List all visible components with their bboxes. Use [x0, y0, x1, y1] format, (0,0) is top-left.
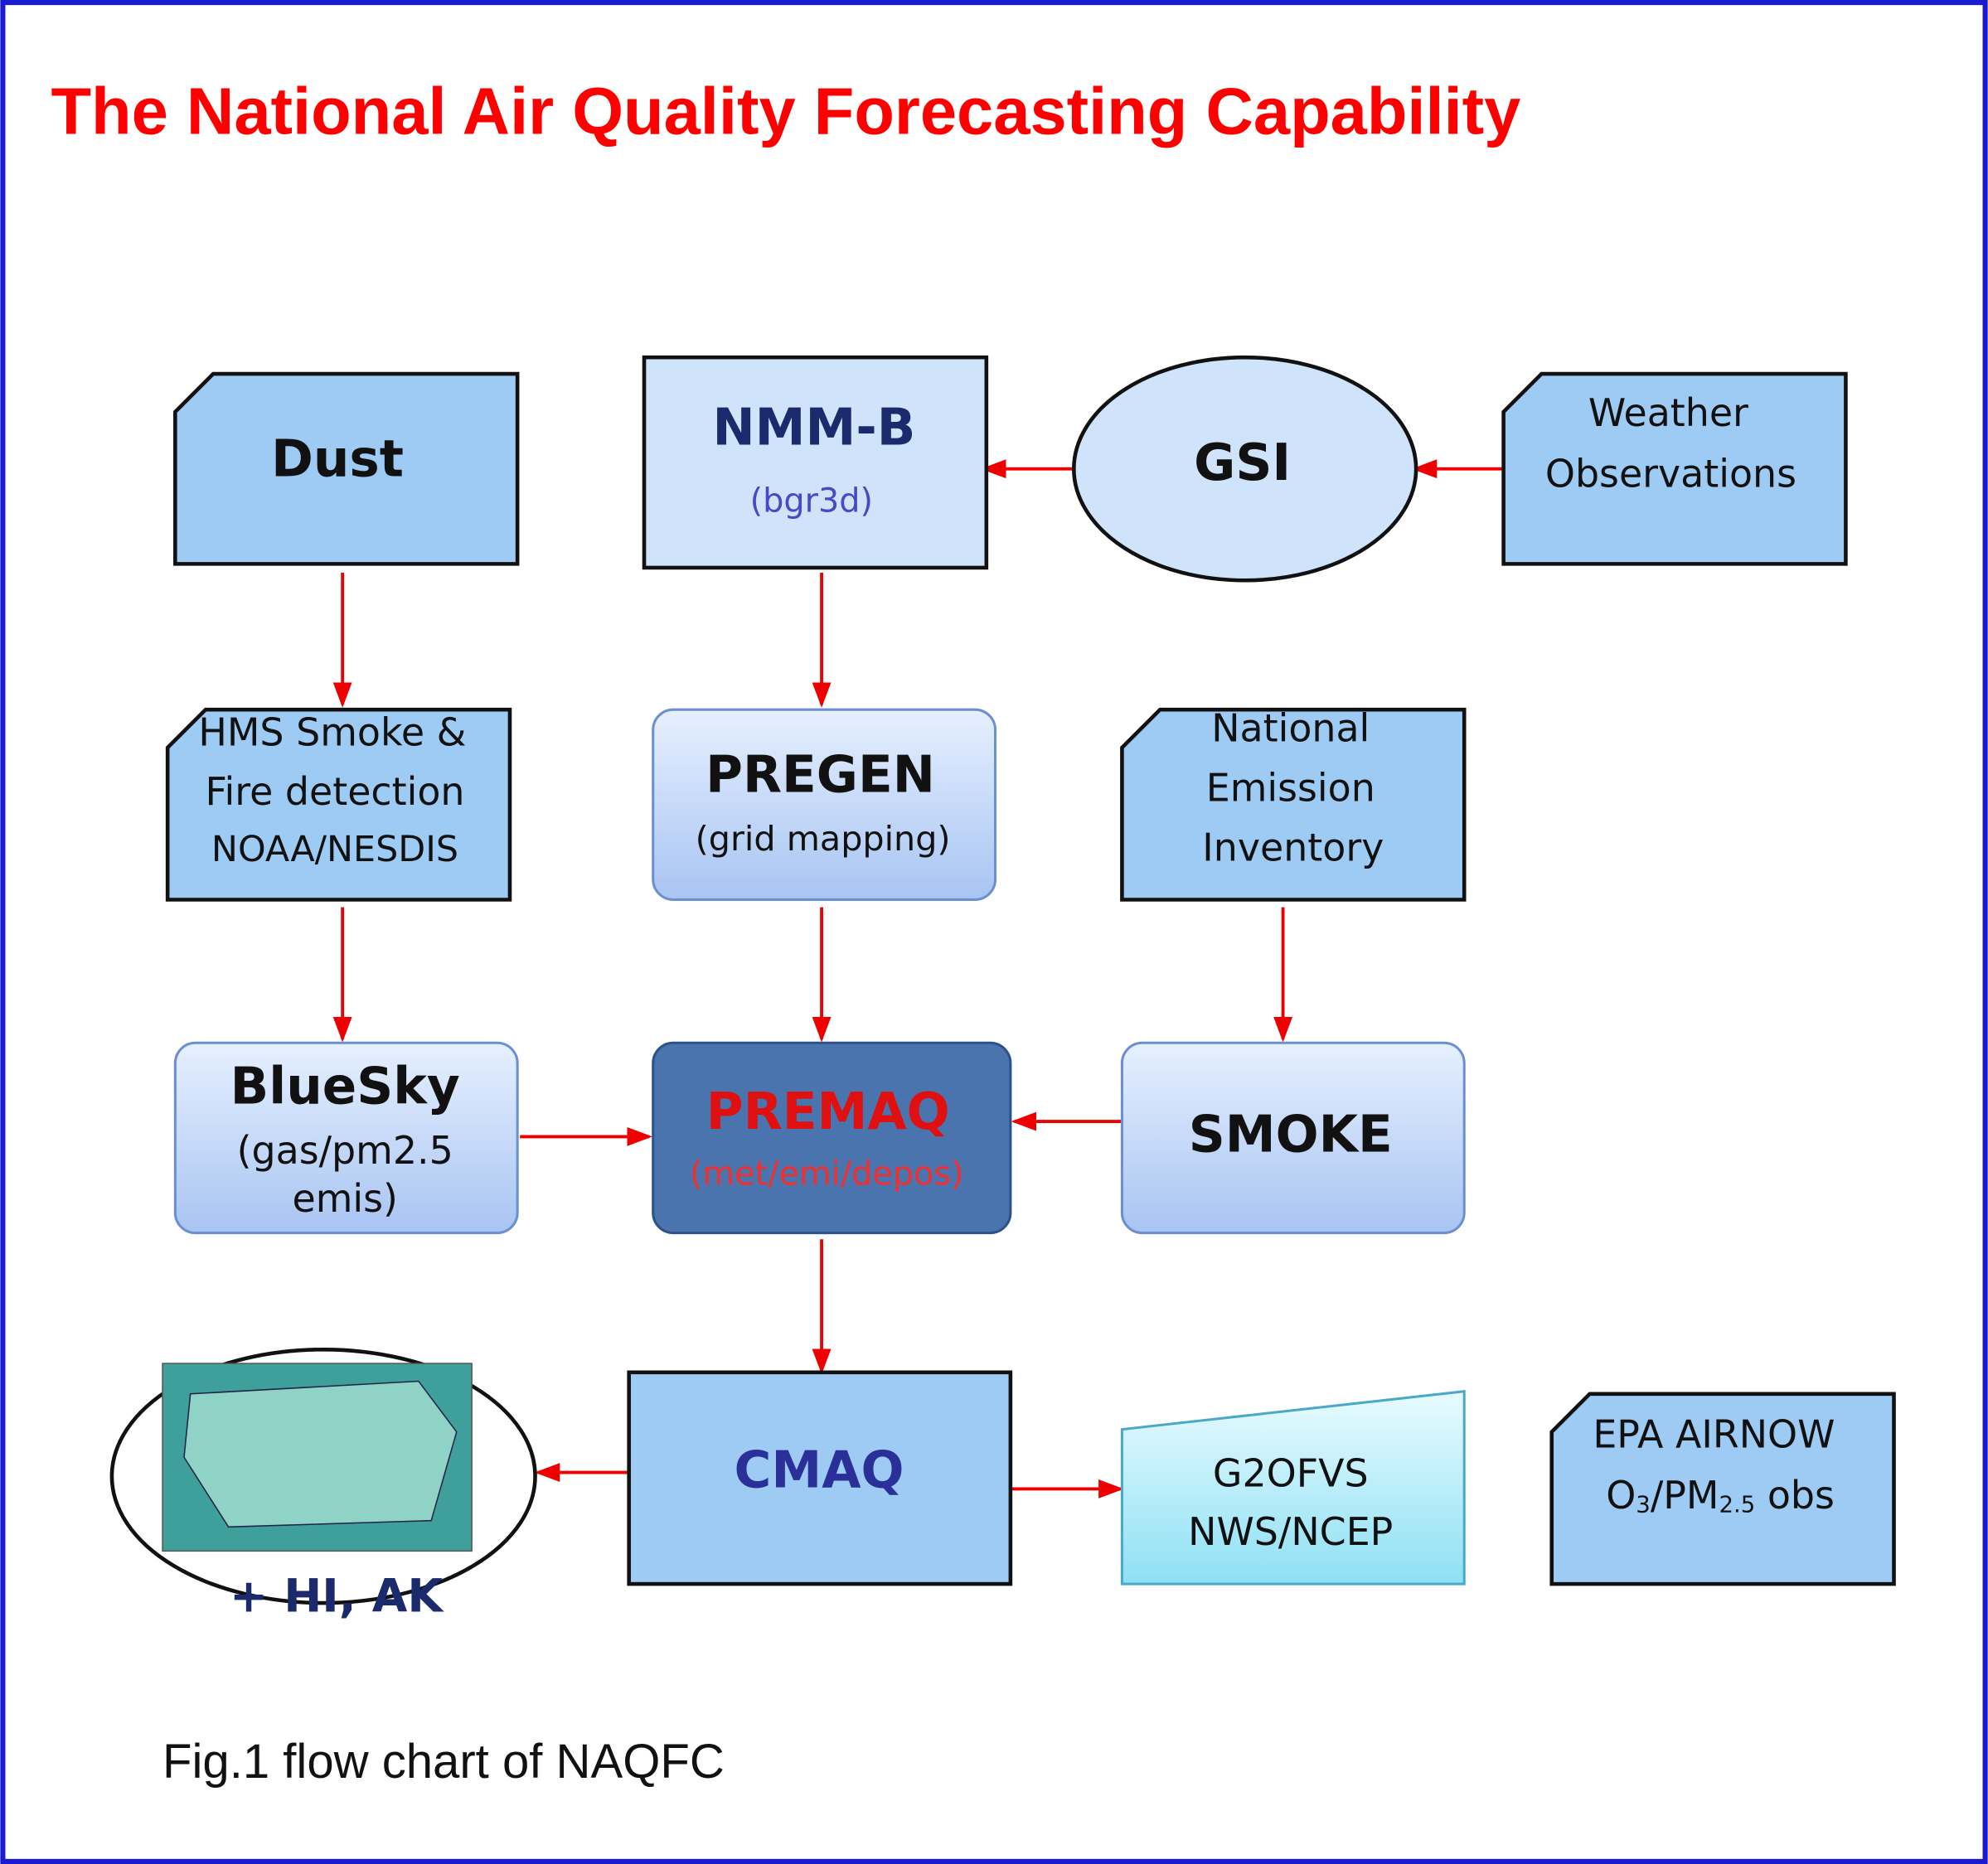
obs-part: O [1606, 1473, 1636, 1518]
node-label: SMOKE [1189, 1106, 1393, 1164]
node-label: Emission [1206, 766, 1375, 811]
obs-sub: 3 [1636, 1491, 1651, 1518]
nmmb-box [644, 357, 987, 568]
node-label: Weather [1588, 390, 1748, 435]
node-label: HMS Smoke & [198, 709, 466, 754]
node-label: National [1211, 706, 1370, 751]
node-label: CMAQ [735, 1441, 904, 1500]
node-sublabel: (grid mapping) [696, 819, 951, 859]
caption: Fig.1 flow chart of NAQFC [162, 1735, 725, 1789]
node-sublabel: (bgr3d) [750, 482, 873, 520]
node-sublabel: emis) [292, 1176, 397, 1221]
title: The National Air Quality Forecasting Cap… [51, 75, 1521, 148]
map-land [184, 1381, 457, 1527]
node-sublabel: (gas/pm2.5 [237, 1128, 453, 1173]
node-label: NOAA/NESDIS [211, 829, 458, 870]
obs-part: /PM [1651, 1473, 1719, 1518]
node-label: BlueSky [230, 1057, 460, 1116]
page: The National Air Quality Forecasting Cap… [0, 0, 1988, 1864]
node-sublabel: (met/emi/depos) [690, 1155, 964, 1193]
node-label: PREGEN [705, 745, 935, 804]
node-label: PREMAQ [706, 1082, 950, 1141]
map-label: + HI, AK [230, 1570, 444, 1623]
node-label: NMM-B [712, 398, 915, 457]
node-label: GSI [1194, 433, 1291, 492]
obs-part: obs [1755, 1473, 1835, 1518]
node-label: NWS/NCEP [1188, 1509, 1393, 1554]
node-label: Observations [1545, 451, 1796, 496]
node-label: EPA AIRNOW [1593, 1411, 1835, 1456]
node-label: G2OFVS [1213, 1451, 1369, 1496]
pregen-box [653, 709, 996, 899]
obs-sub: 2.5 [1719, 1491, 1756, 1518]
node-label: Fire detection [205, 769, 464, 814]
node-label: Inventory [1202, 825, 1384, 869]
node-label: Dust [271, 430, 404, 489]
